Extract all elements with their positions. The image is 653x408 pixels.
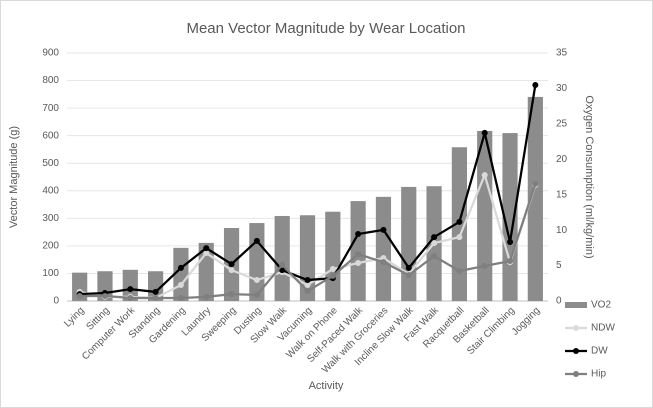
- bar: [527, 96, 543, 301]
- y-axis-title: Vector Magnitude (g): [8, 126, 20, 228]
- marker: [431, 253, 438, 260]
- marker: [228, 291, 235, 298]
- marker: [203, 293, 210, 300]
- y-tick-label: 0: [53, 296, 59, 307]
- marker: [456, 234, 463, 241]
- legend-swatch: [565, 302, 587, 308]
- marker: [355, 259, 362, 266]
- y2-tick-label: 25: [556, 118, 568, 129]
- y-tick-label: 400: [42, 185, 59, 196]
- marker: [304, 288, 311, 295]
- marker: [329, 266, 336, 273]
- legend-label: NDW: [591, 323, 615, 334]
- marker: [532, 180, 539, 187]
- y-tick-label: 600: [42, 130, 59, 141]
- legend-label: VO2: [591, 300, 611, 311]
- y2-tick-label: 0: [556, 296, 562, 307]
- legend-label: DW: [591, 346, 608, 357]
- marker: [203, 245, 210, 252]
- y-tick-label: 300: [42, 213, 59, 224]
- marker: [152, 288, 159, 295]
- y2-tick-label: 30: [556, 83, 568, 94]
- bar: [350, 201, 366, 301]
- y-tick-label: 500: [42, 158, 59, 169]
- bar: [122, 269, 138, 301]
- marker: [253, 237, 260, 244]
- marker: [228, 261, 235, 268]
- marker: [405, 272, 412, 279]
- y-tick-label: 900: [42, 48, 59, 59]
- bar: [274, 215, 290, 301]
- marker: [532, 81, 539, 88]
- marker: [355, 251, 362, 258]
- y-tick-label: 700: [42, 103, 59, 114]
- bar: [249, 223, 265, 301]
- legend-marker: [573, 371, 579, 377]
- marker: [405, 264, 412, 271]
- marker: [101, 293, 108, 300]
- chart-title: Mean Vector Magnitude by Wear Location: [186, 20, 465, 37]
- marker: [304, 277, 311, 284]
- legend-marker: [573, 348, 579, 354]
- y2-tick-label: 15: [556, 189, 568, 200]
- marker: [481, 129, 488, 136]
- marker: [177, 294, 184, 301]
- bar: [325, 211, 341, 301]
- marker: [456, 218, 463, 225]
- y-tick-label: 800: [42, 75, 59, 86]
- marker: [481, 263, 488, 270]
- marker: [76, 293, 83, 300]
- marker: [279, 267, 286, 274]
- marker: [203, 250, 210, 257]
- y2-tick-label: 5: [556, 260, 562, 271]
- x-axis-title: Activity: [309, 380, 344, 392]
- marker: [431, 240, 438, 247]
- y-tick-label: 200: [42, 241, 59, 252]
- marker: [456, 267, 463, 274]
- legend-label: Hip: [591, 369, 606, 380]
- y2-tick-label: 20: [556, 154, 568, 165]
- bar: [502, 133, 518, 301]
- marker: [177, 264, 184, 271]
- marker: [355, 231, 362, 238]
- marker: [304, 282, 311, 289]
- marker: [380, 255, 387, 262]
- bar: [477, 130, 493, 301]
- marker: [380, 226, 387, 233]
- bar: [148, 271, 164, 301]
- marker: [127, 286, 134, 293]
- marker: [228, 267, 235, 274]
- marker: [177, 282, 184, 289]
- marker: [152, 294, 159, 301]
- marker: [253, 291, 260, 298]
- marker: [431, 234, 438, 241]
- marker: [253, 277, 260, 284]
- legend-marker: [573, 325, 579, 331]
- y-tick-label: 100: [42, 268, 59, 279]
- bar: [401, 186, 417, 301]
- marker: [127, 294, 134, 301]
- marker: [329, 272, 336, 279]
- marker: [507, 258, 514, 265]
- marker: [507, 239, 514, 246]
- marker: [481, 172, 488, 179]
- marker: [279, 261, 286, 268]
- marker: [380, 259, 387, 266]
- y2-tick-label: 10: [556, 225, 568, 236]
- y2-axis-title: Oxygen Consumption (ml/kg/min): [583, 95, 595, 258]
- y2-tick-label: 35: [556, 48, 568, 59]
- bar: [375, 196, 392, 301]
